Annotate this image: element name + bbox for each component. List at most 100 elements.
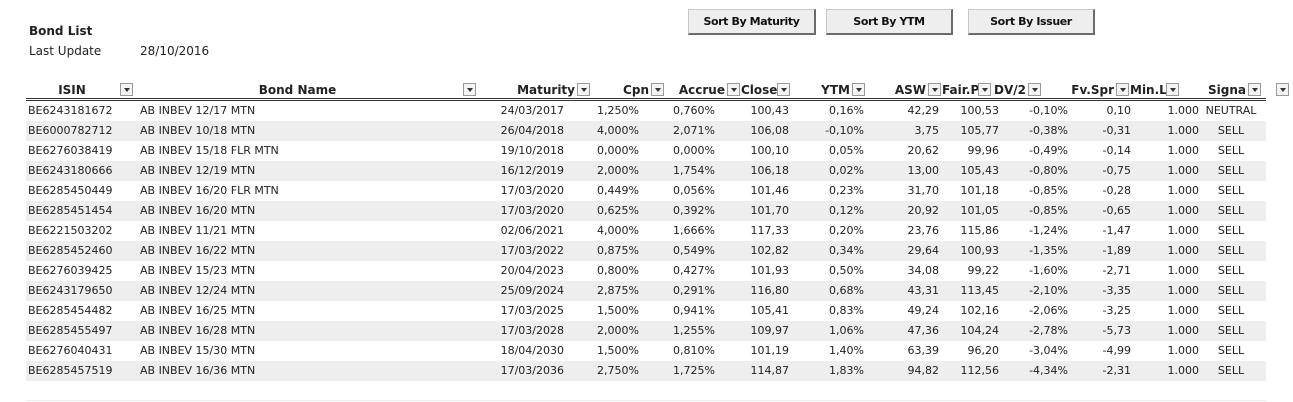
column-header-ytm: YTM (821, 83, 850, 97)
extra-filter-button[interactable] (1276, 83, 1289, 96)
table-row[interactable]: BE6285452460 AB INBEV 16/22 MTN 17/03/2022… (26, 241, 1266, 261)
cell-accrue: 0,810% (673, 344, 715, 357)
cell-ytm: 0,12% (829, 204, 864, 217)
cell-fair-price: 113,45 (960, 284, 1000, 297)
column-header-signal: Signa (1208, 83, 1246, 97)
table-row[interactable]: BE6243180666 AB INBEV 12/19 MTN 16/12/2019… (26, 161, 1266, 181)
cell-min-lot: 1.000 (1167, 284, 1200, 297)
cell-min-lot: 1.000 (1167, 264, 1200, 277)
column-header-close: Close (741, 83, 778, 97)
filter-dropdown-bond-name[interactable] (463, 83, 476, 96)
filter-dropdown-accrue[interactable] (727, 83, 740, 96)
cell-signal: SELL (1217, 184, 1245, 197)
cell-signal: SELL (1217, 264, 1245, 277)
last-update-value: 28/10/2016 (140, 44, 210, 58)
table-row[interactable]: BE6243179650 AB INBEV 12/24 MTN 25/09/2024… (26, 281, 1266, 301)
table-row[interactable]: BE6276038419 AB INBEV 15/18 FLR MTN 19/10/… (26, 141, 1266, 161)
cell-asw: 13,00 (907, 164, 940, 177)
bond-table-body: BE6243181672 AB INBEV 12/17 MTN 24/03/2017… (26, 101, 1266, 381)
cell-dv: -0,10% (1029, 104, 1068, 117)
column-header-cpn: Cpn (623, 83, 649, 97)
cell-close: 106,08 (750, 124, 790, 137)
cell-cpn: 0,800% (597, 264, 639, 277)
cell-fair-price: 105,43 (960, 164, 1000, 177)
cell-ytm: 0,83% (829, 304, 864, 317)
cell-ytm: 0,16% (829, 104, 864, 117)
cell-dv: -2,10% (1029, 284, 1068, 297)
cell-bond-name: AB INBEV 15/18 FLR MTN (140, 144, 279, 157)
table-row[interactable]: BE6285457519 AB INBEV 16/36 MTN 17/03/2036… (26, 361, 1266, 381)
table-header: ISIN Bond Name Maturity Cpn Accrue Close YTM AS… (26, 81, 1266, 99)
cell-fair-price: 100,53 (960, 104, 1000, 117)
table-row[interactable]: BE6243181672 AB INBEV 12/17 MTN 24/03/2017… (26, 101, 1266, 121)
filter-dropdown-fv-spread[interactable] (1116, 83, 1129, 96)
filter-dropdown-asw[interactable] (928, 83, 941, 96)
cell-signal: SELL (1217, 344, 1245, 357)
cell-accrue: 0,000% (673, 144, 715, 157)
table-row[interactable]: BE6285454482 AB INBEV 16/25 MTN 17/03/2025… (26, 301, 1266, 321)
cell-min-lot: 1.000 (1167, 184, 1200, 197)
cell-dv: -0,80% (1029, 164, 1068, 177)
cell-min-lot: 1.000 (1167, 364, 1200, 377)
cell-fair-price: 99,96 (967, 144, 1000, 157)
cell-ytm: 0,05% (829, 144, 864, 157)
cell-min-lot: 1.000 (1167, 304, 1200, 317)
header-divider (26, 98, 1266, 99)
cell-isin: BE6243180666 (28, 164, 113, 177)
cell-close: 101,46 (750, 184, 790, 197)
cell-isin: BE6000782712 (28, 124, 113, 137)
cell-asw: 31,70 (907, 184, 940, 197)
cell-ytm: 0,20% (829, 224, 864, 237)
cell-fv-spread: -0,31 (1102, 124, 1131, 137)
cell-close: 106,18 (750, 164, 790, 177)
cell-isin: BE6243179650 (28, 284, 113, 297)
cell-close: 100,43 (750, 104, 790, 117)
cell-min-lot: 1.000 (1167, 204, 1200, 217)
filter-dropdown-fair-price[interactable] (978, 83, 991, 96)
cell-dv: -0,38% (1029, 124, 1068, 137)
filter-dropdown-close[interactable] (777, 83, 790, 96)
cell-accrue: 1,255% (673, 324, 715, 337)
table-row[interactable]: BE6285451454 AB INBEV 16/20 MTN 17/03/2020… (26, 201, 1266, 221)
table-row[interactable]: BE6000782712 AB INBEV 10/18 MTN 26/04/2018… (26, 121, 1266, 141)
cell-fair-price: 104,24 (960, 324, 1000, 337)
cell-fair-price: 115,86 (960, 224, 1000, 237)
cell-accrue: 1,666% (673, 224, 715, 237)
header-divider (26, 100, 1266, 101)
cell-maturity: 17/03/2020 (500, 184, 564, 197)
cell-dv: -4,34% (1029, 364, 1068, 377)
cell-signal: SELL (1217, 244, 1245, 257)
cell-signal: SELL (1217, 124, 1245, 137)
cell-asw: 94,82 (907, 364, 940, 377)
sort-by-ytm-button[interactable]: Sort By YTM (826, 9, 953, 35)
cell-dv: -1,60% (1029, 264, 1068, 277)
table-bottom-line (26, 400, 1266, 401)
cell-maturity: 17/03/2028 (500, 324, 564, 337)
filter-dropdown-dv[interactable] (1028, 83, 1041, 96)
column-header-asw: ASW (894, 83, 926, 97)
table-row[interactable]: BE6285455497 AB INBEV 16/28 MTN 17/03/2028… (26, 321, 1266, 341)
table-row[interactable]: BE6221503202 AB INBEV 11/21 MTN 02/06/2021… (26, 221, 1266, 241)
table-row[interactable]: BE6276040431 AB INBEV 15/30 MTN 18/04/2030… (26, 341, 1266, 361)
filter-dropdown-signal[interactable] (1248, 83, 1261, 96)
cell-ytm: 0,34% (829, 244, 864, 257)
filter-dropdown-cpn[interactable] (651, 83, 664, 96)
cell-asw: 20,92 (907, 204, 940, 217)
cell-asw: 47,36 (907, 324, 940, 337)
filter-dropdown-ytm[interactable] (852, 83, 865, 96)
cell-min-lot: 1.000 (1167, 104, 1200, 117)
filter-dropdown-isin[interactable] (120, 83, 133, 96)
filter-dropdown-maturity[interactable] (577, 83, 590, 96)
cell-maturity: 02/06/2021 (500, 224, 564, 237)
table-row[interactable]: BE6285450449 AB INBEV 16/20 FLR MTN 17/03/… (26, 181, 1266, 201)
table-row[interactable]: BE6276039425 AB INBEV 15/23 MTN 20/04/2023… (26, 261, 1266, 281)
sort-by-maturity-button[interactable]: Sort By Maturity (688, 9, 816, 35)
cell-accrue: 0,427% (673, 264, 715, 277)
cell-isin: BE6276039425 (28, 264, 113, 277)
sort-by-issuer-button[interactable]: Sort By Issuer (968, 9, 1095, 35)
cell-bond-name: AB INBEV 12/24 MTN (140, 284, 256, 297)
cell-cpn: 0,625% (597, 204, 639, 217)
cell-min-lot: 1.000 (1167, 124, 1200, 137)
filter-dropdown-min-lot[interactable] (1166, 83, 1179, 96)
cell-fair-price: 102,16 (960, 304, 1000, 317)
